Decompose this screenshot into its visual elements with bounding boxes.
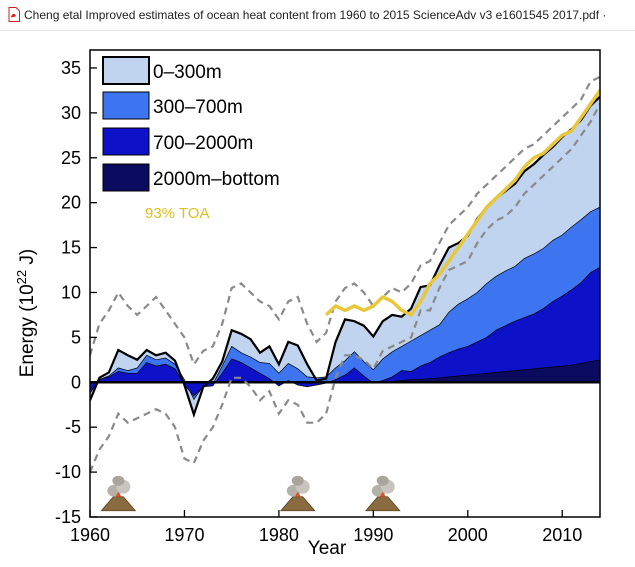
y-tick-label: 20 bbox=[61, 193, 81, 213]
legend-label-0-300m: 0–300m bbox=[153, 62, 222, 83]
y-tick-label: 5 bbox=[71, 327, 81, 347]
x-tick-label: 2000 bbox=[448, 525, 488, 545]
pdf-file-icon bbox=[8, 7, 20, 22]
legend-label-toa: 93% TOA bbox=[145, 205, 209, 222]
legend-swatch-700-2000m bbox=[102, 127, 150, 156]
y-tick-label: 0 bbox=[71, 372, 81, 392]
toa-line bbox=[324, 89, 600, 317]
upper-bound-dashed-line bbox=[90, 75, 600, 367]
legend-swatch-300-700m bbox=[102, 91, 150, 120]
volcano-icon bbox=[364, 475, 401, 512]
volcano-icon bbox=[279, 475, 316, 512]
y-tick-label: 10 bbox=[61, 282, 81, 302]
pdf-tab-title[interactable]: Cheng etal Improved estimates of ocean h… bbox=[24, 8, 607, 22]
y-tick-label: -10 bbox=[55, 462, 81, 482]
legend-label-2000m-bottom: 2000m–bottom bbox=[153, 169, 280, 190]
x-tick-label: 1990 bbox=[353, 525, 393, 545]
y-tick-label: -5 bbox=[65, 417, 81, 437]
ocean-heat-chart: 1960 1970 1980 1990 2000 2010 -15 -10 -5 0 5 10 15 20… bbox=[14, 49, 601, 559]
x-tick-label: 1970 bbox=[164, 525, 204, 545]
legend-swatch-0-300m bbox=[102, 56, 150, 85]
y-tick-label: 25 bbox=[61, 148, 81, 168]
x-tick-label: 2010 bbox=[542, 525, 582, 545]
x-tick-label: 1980 bbox=[259, 525, 299, 545]
y-axis-title-exponent: 22 bbox=[14, 270, 29, 284]
y-axis-title-main: Energy (10 bbox=[17, 284, 38, 377]
y-axis-title-unit: J) bbox=[17, 249, 38, 270]
total-heat-line bbox=[90, 95, 600, 419]
y-tick-label: 35 bbox=[61, 58, 81, 78]
pdf-tab-bar: Cheng etal Improved estimates of ocean h… bbox=[0, 0, 635, 31]
y-tick-label: -15 bbox=[55, 507, 81, 527]
area-layer-700-2000m bbox=[90, 266, 600, 397]
plot-frame bbox=[89, 49, 601, 518]
y-tick-label: 30 bbox=[61, 103, 81, 123]
x-tick-label: 1960 bbox=[70, 525, 110, 545]
legend-label-700-2000m: 700–2000m bbox=[153, 133, 253, 154]
y-tick-label: 15 bbox=[61, 238, 81, 258]
y-axis-title: Energy (1022 J) bbox=[14, 249, 38, 378]
legend: 0–300m 300–700m 700–2000m 2000m–bottom 9… bbox=[102, 56, 280, 222]
x-axis-title: Year bbox=[308, 538, 347, 559]
volcano-icon bbox=[100, 475, 137, 512]
lower-bound-dashed-line bbox=[90, 103, 600, 473]
legend-swatch-2000m-bottom bbox=[102, 163, 150, 192]
legend-label-300-700m: 300–700m bbox=[153, 97, 243, 118]
